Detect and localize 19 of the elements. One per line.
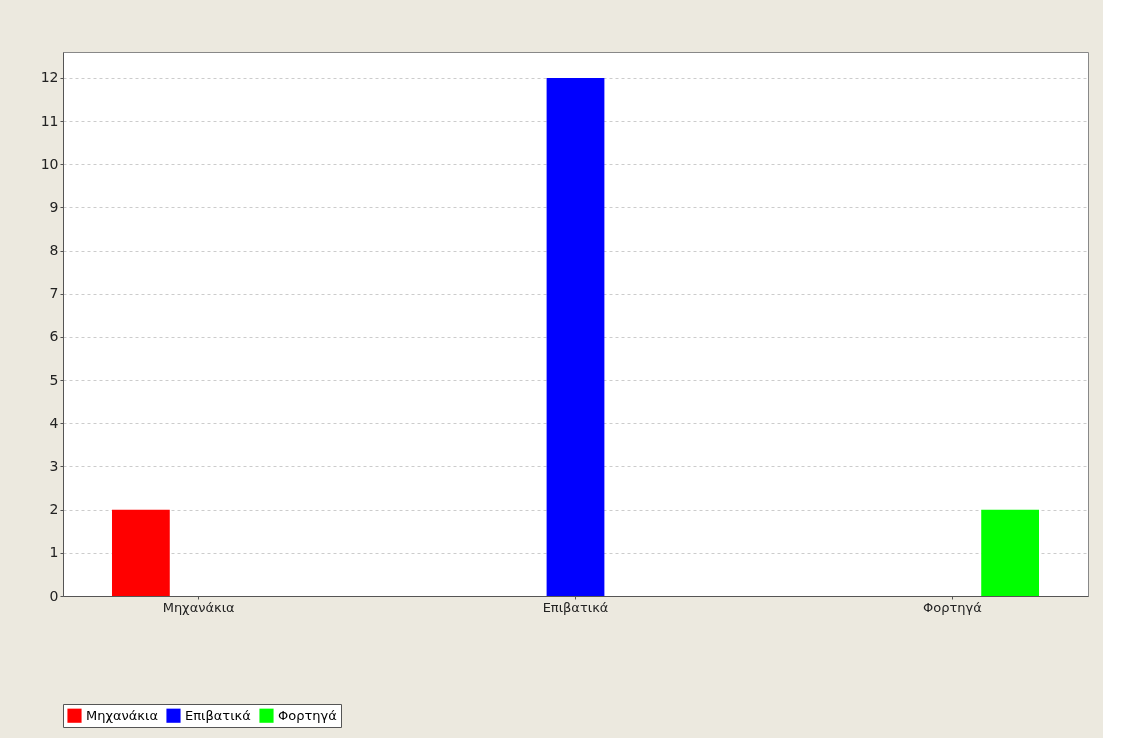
y-tick-label: 11 [40,112,59,129]
legend-label: Επιβατικά [185,707,251,723]
legend-label: Μηχανάκια [86,707,158,723]
y-tick-label: 7 [49,285,59,302]
y-tick-label: 1 [49,544,59,561]
y-tick-label: 6 [49,328,59,345]
x-tick-label: Επιβατικά [542,599,609,615]
y-tick-label: 8 [49,242,59,259]
legend-label: Φορτηγά [278,707,337,723]
y-tick-label: 10 [40,155,59,172]
y-tick-label: 9 [49,198,59,215]
y-tick-label: 0 [49,587,59,604]
y-tick-label: 5 [49,371,59,388]
y-tick-label: 12 [40,69,59,86]
y-tick-label: 3 [49,457,59,474]
y-tick-label: 2 [49,501,59,518]
x-tick-label: Μηχανάκια [162,599,235,615]
y-tick-label: 4 [49,414,59,431]
x-tick-label: Φορτηγά [922,599,982,615]
